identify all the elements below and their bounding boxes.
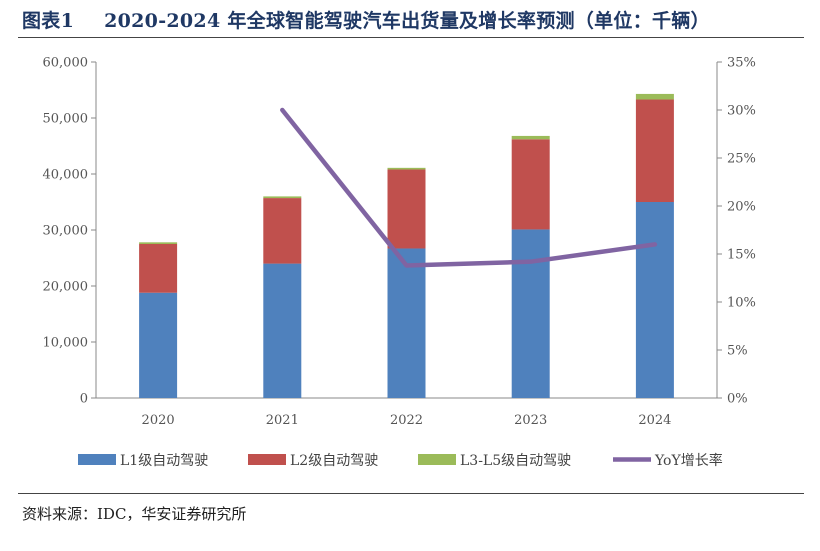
- bar-segment-l1: [139, 292, 178, 398]
- right-tick-label: 20%: [727, 200, 756, 215]
- x-tick-label: 2021: [266, 413, 299, 428]
- bar-segment-l2: [387, 169, 426, 249]
- bar-segment-l2: [511, 139, 550, 230]
- bar-segment-l1: [511, 229, 550, 398]
- bar-segment-l3-l5: [139, 242, 178, 244]
- legend-swatch: [418, 454, 456, 465]
- right-tick-label: 35%: [727, 56, 756, 71]
- left-tick-label: 20,000: [43, 280, 89, 295]
- legend-label: YoY增长率: [654, 452, 723, 469]
- legend-label: L1级自动驾驶: [120, 453, 208, 469]
- left-tick-label: 30,000: [43, 224, 89, 239]
- left-tick-label: 50,000: [43, 112, 89, 127]
- right-tick-label: 30%: [727, 104, 756, 119]
- bar-segment-l3-l5: [263, 196, 302, 199]
- bottom-rule: [18, 493, 804, 494]
- right-tick-label: 5%: [727, 344, 748, 359]
- bar-segment-l1: [635, 202, 674, 398]
- source-note: 资料来源：IDC，华安证券研究所: [22, 505, 247, 523]
- bar-segment-l2: [139, 244, 178, 293]
- right-tick-label: 0%: [727, 392, 748, 407]
- x-tick-label: 2020: [142, 413, 175, 428]
- yoy-growth-line: [280, 107, 658, 268]
- legend-swatch: [78, 454, 116, 465]
- bar-segment-l3-l5: [635, 93, 674, 100]
- x-tick-label: 2022: [390, 413, 423, 428]
- left-tick-label: 10,000: [43, 336, 89, 351]
- top-rule: [18, 37, 804, 38]
- left-tick-label: 0: [80, 392, 88, 407]
- bar-segment-l2: [635, 99, 674, 202]
- right-tick-label: 25%: [727, 152, 756, 167]
- bar-segment-l1: [263, 263, 302, 398]
- legend-label: L2级自动驾驶: [290, 453, 378, 469]
- x-tick-label: 2023: [514, 413, 547, 428]
- legend-label: L3-L5级自动驾驶: [460, 453, 571, 469]
- left-tick-label: 40,000: [43, 168, 89, 183]
- figure-label: 图表1: [22, 10, 75, 32]
- figure-title: 图表1 2020-2024 年全球智能驾驶汽车出货量及增长率预测（单位：千辆）: [22, 6, 710, 33]
- bar-segment-l3-l5: [387, 167, 426, 170]
- bar-segment-l1: [387, 248, 426, 398]
- left-tick-label: 60,000: [43, 56, 89, 71]
- legend-swatch: [248, 454, 286, 465]
- right-tick-label: 15%: [727, 248, 756, 263]
- right-tick-label: 10%: [727, 296, 756, 311]
- bar-segment-l3-l5: [511, 135, 550, 140]
- chart-title: 2020-2024 年全球智能驾驶汽车出货量及增长率预测（单位：千辆）: [104, 10, 710, 32]
- x-tick-label: 2024: [638, 413, 671, 428]
- bar-segment-l2: [263, 198, 302, 264]
